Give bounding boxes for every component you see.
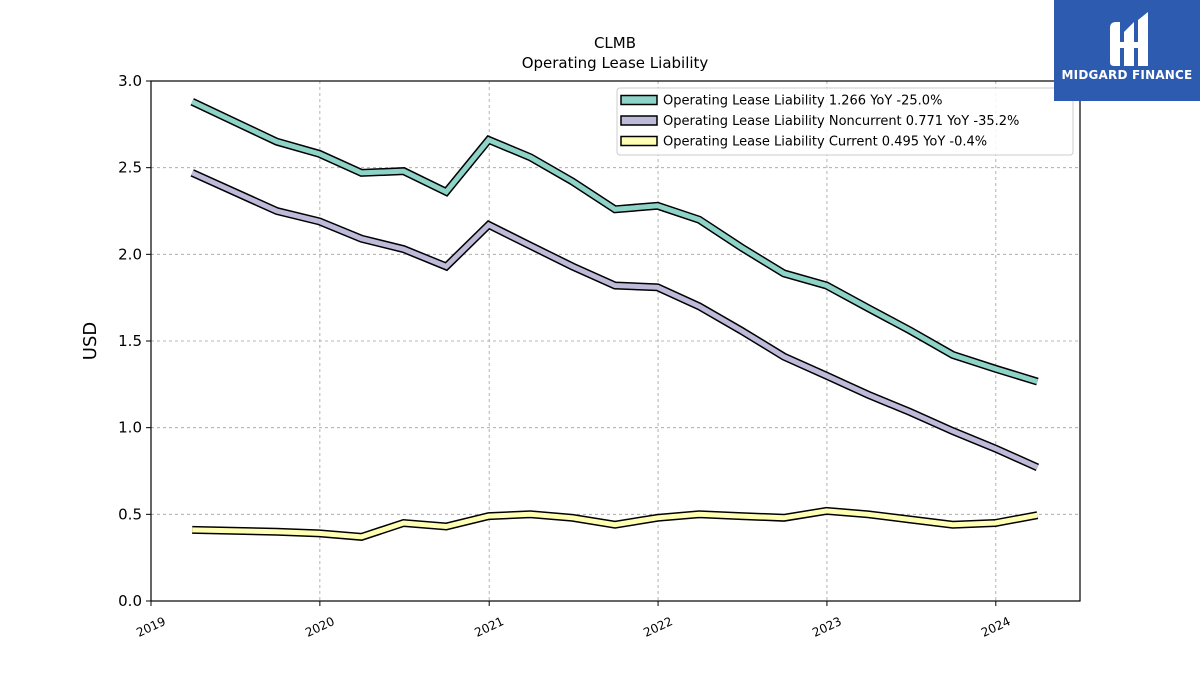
chart-title: CLMB — [594, 34, 636, 52]
midgard-finance-logo: MIDGARD FINANCE — [1054, 0, 1200, 101]
series-group — [190, 98, 1040, 541]
x-tick-label: 2024 — [979, 614, 1013, 640]
y-tick-label: 2.5 — [118, 159, 142, 177]
x-tick-label: 2020 — [303, 614, 337, 640]
y-tick-label: 3.0 — [118, 72, 142, 90]
legend-swatch — [620, 135, 658, 147]
legend-label: Operating Lease Liability Noncurrent 0.7… — [663, 114, 1019, 129]
y-tick-label: 1.5 — [118, 332, 142, 350]
legend-label: Operating Lease Liability Current 0.495 … — [663, 135, 987, 150]
midgard-logo-icon — [1110, 12, 1148, 66]
x-tick-label: 2022 — [641, 614, 675, 640]
series-line-outline — [190, 169, 1040, 472]
series-line — [191, 99, 1039, 384]
y-axis-label: USD — [80, 322, 101, 360]
plot-frame — [150, 80, 1081, 602]
x-tick-label: 2023 — [810, 614, 844, 640]
y-tick-label: 0.5 — [118, 505, 142, 523]
x-axis: 2019 2020 2021 2022 2023 2024 — [134, 601, 1013, 640]
y-tick-label: 2.0 — [118, 245, 142, 263]
series-line — [191, 170, 1039, 470]
legend-label: Operating Lease Liability 1.266 YoY -25.… — [663, 94, 942, 109]
x-tick-label: 2021 — [472, 614, 506, 640]
y-axis: 0.0 0.5 1.0 1.5 2.0 2.5 3.0 — [118, 72, 151, 610]
chart-subtitle: Operating Lease Liability — [522, 54, 709, 72]
logo-text: MIDGARD FINANCE — [1061, 68, 1193, 82]
legend: Operating Lease Liability 1.266 YoY -25.… — [616, 87, 1074, 156]
legend-box — [616, 87, 1074, 156]
series-line — [192, 508, 1038, 540]
legend-swatch — [620, 94, 658, 106]
legend-swatch — [620, 115, 658, 126]
x-tick-label: 2019 — [134, 614, 168, 640]
y-tick-label: 0.0 — [118, 592, 142, 610]
y-tick-label: 1.0 — [118, 419, 142, 437]
